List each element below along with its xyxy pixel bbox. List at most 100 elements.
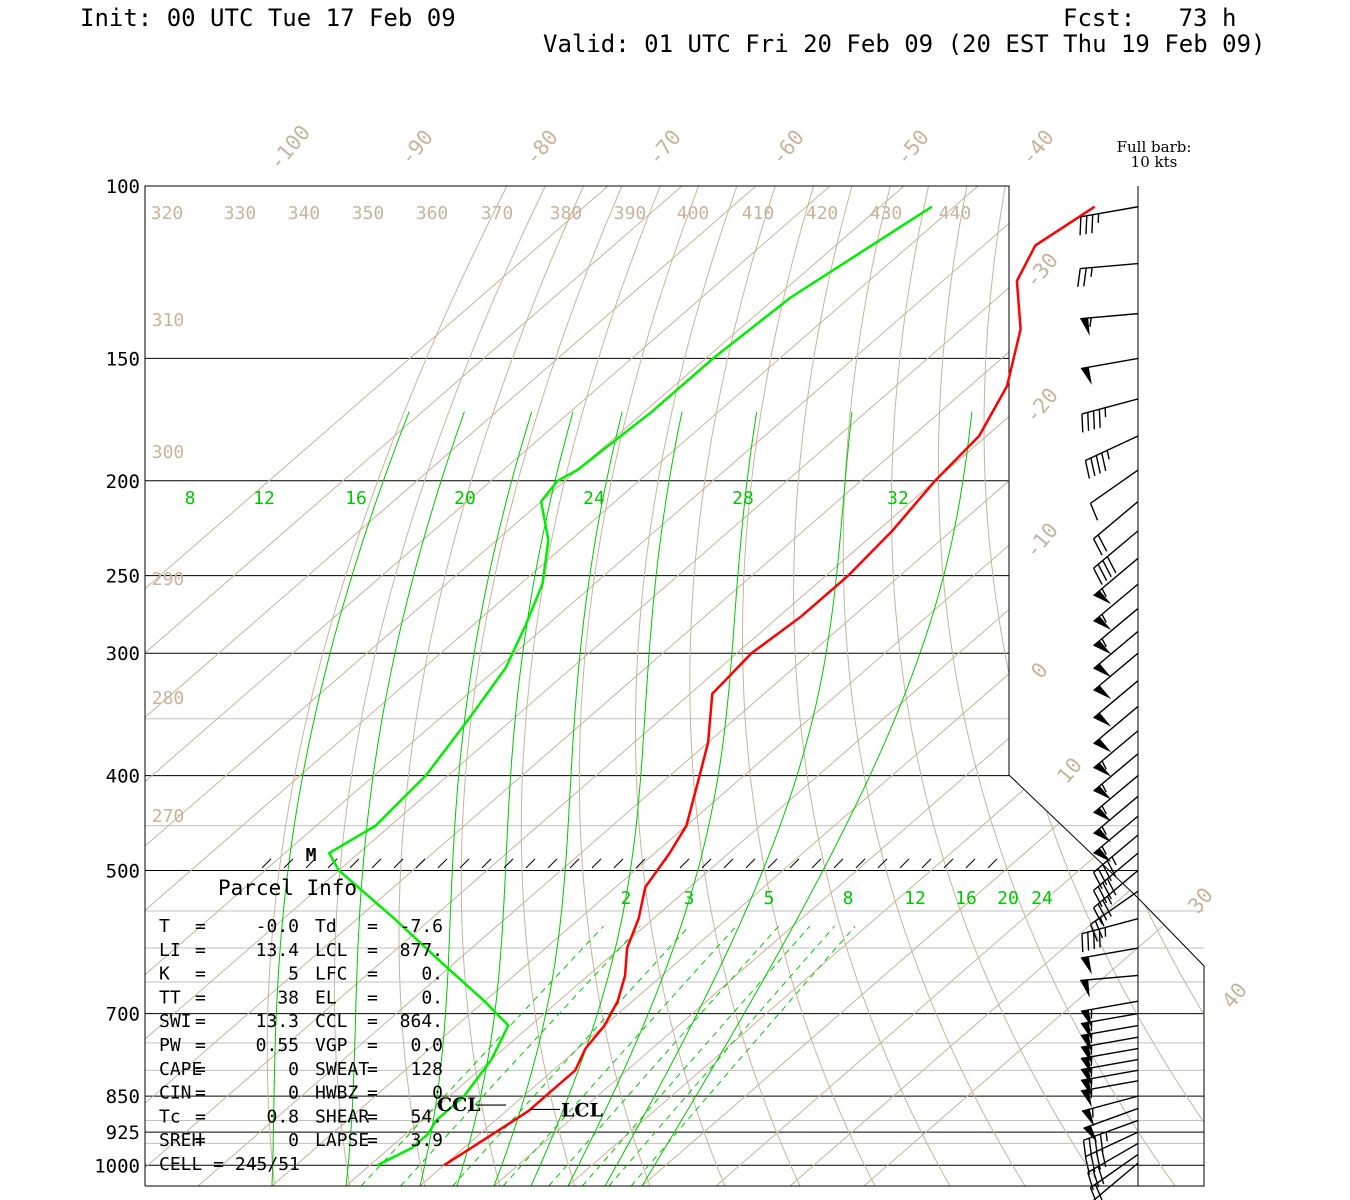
theta-label: 440 bbox=[939, 203, 972, 224]
parcel-info-cell: Td bbox=[315, 916, 337, 937]
mixing-ratio-line bbox=[452, 925, 690, 1186]
moist-adiabat bbox=[419, 411, 533, 1186]
isotherm-label: -70 bbox=[643, 125, 686, 169]
wind-barb bbox=[1089, 1153, 1139, 1200]
isotherm-label: -30 bbox=[1020, 248, 1063, 292]
parcel-info-cell: PW bbox=[159, 1035, 181, 1056]
isotherm bbox=[271, 186, 1204, 1186]
dewpoint-profile bbox=[327, 205, 933, 1167]
parcel-info-cell: -7.6 bbox=[400, 916, 443, 937]
wind-barb bbox=[1079, 206, 1139, 236]
dry-adiabat bbox=[398, 186, 585, 1186]
dry-adiabat bbox=[842, 186, 1026, 1186]
wind-barbs bbox=[1077, 206, 1139, 1200]
hatch-mark bbox=[503, 858, 514, 869]
isotherm bbox=[145, 186, 1053, 1186]
parcel-info-cell: 0.8 bbox=[266, 1106, 299, 1127]
parcel-info-cell: = bbox=[367, 1083, 378, 1104]
mixing-ratio-label: 20 bbox=[997, 888, 1019, 909]
parcel-info-cell: LCL bbox=[315, 940, 348, 961]
isotherm bbox=[145, 186, 609, 1186]
lcl-marker-label: LCL bbox=[561, 1099, 603, 1121]
wind-barb bbox=[1093, 607, 1139, 655]
isotherm bbox=[145, 186, 683, 1186]
dry-adiabat bbox=[937, 186, 1176, 1186]
wind-barb bbox=[1092, 530, 1139, 585]
mixing-ratio-label: 20 bbox=[454, 488, 476, 509]
frame-outline bbox=[144, 185, 1205, 1187]
dry-adiabat bbox=[689, 186, 801, 1186]
hatch-marks: M bbox=[261, 845, 998, 869]
moist-adiabat bbox=[271, 411, 410, 1186]
mixing-ratio-labels: 8 12 16 20 24 28 32 2 3 5 8 12 16 20 24 bbox=[185, 488, 1053, 909]
parcel-info-cell: = bbox=[195, 1059, 206, 1080]
wind-barb bbox=[1093, 753, 1139, 800]
hatch-mark bbox=[811, 858, 822, 869]
parcel-info-cell: 877. bbox=[400, 940, 443, 961]
parcel-info-cell: T bbox=[159, 916, 170, 937]
parcel-info-cell: CIN bbox=[159, 1083, 192, 1104]
isotherm bbox=[145, 186, 831, 1186]
mixing-ratio-label: 16 bbox=[345, 488, 367, 509]
isotherm-label: -90 bbox=[395, 125, 438, 169]
barb-legend-line2: 10 kts bbox=[1131, 153, 1178, 171]
mixing-ratio-line bbox=[582, 925, 811, 1186]
mixing-ratio-label: 3 bbox=[684, 888, 695, 909]
wind-barb bbox=[1092, 869, 1139, 925]
hatch-mark bbox=[635, 858, 646, 869]
parcel-info-cell: = bbox=[195, 1011, 206, 1032]
isotherm-label: -20 bbox=[1020, 383, 1063, 427]
isotherm bbox=[863, 186, 1204, 1186]
hatch-mark bbox=[965, 858, 976, 869]
isotherm-label: -10 bbox=[1020, 518, 1063, 562]
hatch-mark bbox=[349, 858, 360, 869]
parcel-info-cell: = bbox=[367, 1106, 378, 1127]
isotherm bbox=[145, 186, 757, 1186]
isotherm-label: -60 bbox=[766, 125, 809, 169]
parcel-info-cell: VGP bbox=[315, 1035, 348, 1056]
theta-label: 380 bbox=[550, 203, 583, 224]
parcel-info-cell: = bbox=[195, 916, 206, 937]
moist-adiabat-lines bbox=[271, 411, 973, 1186]
ccl-marker-label: CCL bbox=[437, 1094, 481, 1116]
dry-adiabat bbox=[1154, 186, 1204, 1186]
isotherm bbox=[145, 186, 905, 1186]
hatch-mark bbox=[877, 858, 888, 869]
hatch-mark bbox=[415, 858, 426, 869]
parcel-info-cell: 0. bbox=[421, 987, 443, 1008]
isotherm bbox=[641, 186, 1204, 1186]
wind-barb bbox=[1087, 1142, 1139, 1191]
isotherm-label: -80 bbox=[520, 125, 563, 169]
isotherm-label: 10 bbox=[1052, 753, 1087, 788]
dry-adiabat bbox=[635, 186, 738, 1186]
hatch-mark bbox=[327, 858, 338, 869]
parcel-info-cell: = bbox=[195, 1083, 206, 1104]
parcel-info-cell: 13.3 bbox=[256, 1011, 299, 1032]
hatch-mark bbox=[393, 858, 404, 869]
dry-adiabat bbox=[520, 186, 661, 1186]
wind-barb bbox=[1080, 1036, 1139, 1064]
mixing-ratio-label: 5 bbox=[764, 888, 775, 909]
mixing-ratio-label: 12 bbox=[253, 488, 275, 509]
dry-adiabat bbox=[890, 186, 1101, 1186]
sounding-series bbox=[327, 205, 1096, 1167]
parcel-info-cell: = bbox=[195, 1130, 206, 1151]
mixing-ratio-label: 2 bbox=[621, 888, 632, 909]
parcel-info-panel: Parcel Info T = -0.0 Td = -7.6 LI = 13.4 LCL = 877.… bbox=[159, 876, 443, 1175]
wind-barb bbox=[1080, 947, 1139, 975]
pressure-tick-label: 500 bbox=[106, 860, 140, 882]
isotherm bbox=[345, 186, 1204, 1186]
isobar-lines bbox=[145, 357, 1204, 1166]
hatch-mark bbox=[767, 858, 778, 869]
hatch-mark bbox=[569, 858, 580, 869]
mixing-ratio-line bbox=[502, 925, 737, 1186]
hatch-mark bbox=[283, 858, 294, 869]
dry-adiabat bbox=[266, 186, 508, 1186]
axis-labels: 100 150 200 250 300 400 500 700 850 925 1000 bbox=[94, 176, 140, 1177]
theta-label: 330 bbox=[224, 203, 257, 224]
wind-barb bbox=[1092, 500, 1139, 556]
parcel-info-cell: 864. bbox=[400, 1011, 443, 1032]
moist-adiabat bbox=[530, 411, 683, 1186]
wind-barb bbox=[1082, 1119, 1139, 1159]
pressure-tick-label: 250 bbox=[106, 566, 140, 588]
